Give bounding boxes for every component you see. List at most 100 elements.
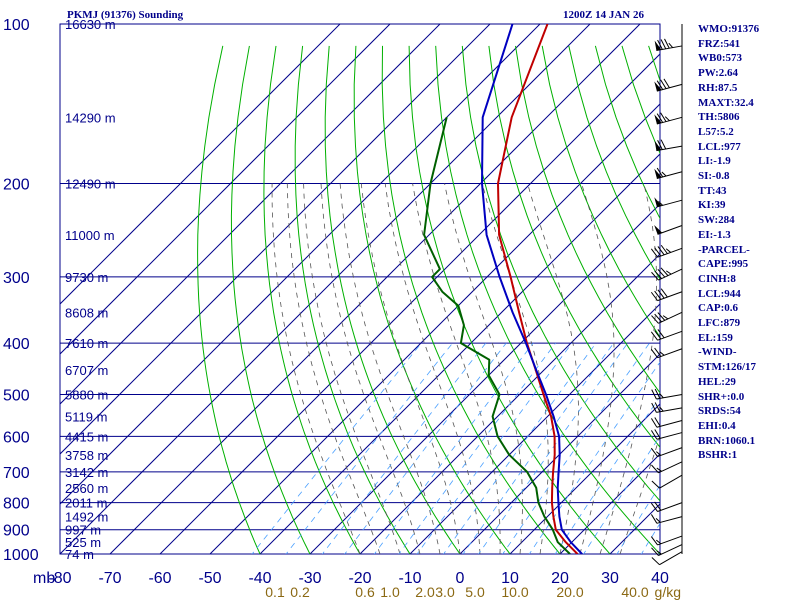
dry-adiabat-line [488,45,660,449]
mixing-ratio-line [583,435,660,554]
wind-barb-staff [656,432,683,440]
isotherm-line [60,24,441,405]
index-item: TH:5806 [698,111,740,124]
index-item: STM:126/17 [698,361,757,374]
wind-barb-staff [656,420,683,428]
wind-barb-pennant [654,197,662,207]
mixing-ratio-line [443,342,597,554]
wind-barb-feather [659,393,664,399]
index-item: BSHR:1 [698,449,738,462]
temperature-tick-label: 10 [501,570,519,587]
height-label: 2560 m [65,481,108,496]
mixing-ratio-label: 5.0 [465,584,485,600]
dry-adiabat-line [435,45,660,554]
temperature-line [497,24,579,554]
isotherm-line [209,103,660,554]
wind-barb-feather [655,518,661,523]
wind-barb-feather [654,501,662,511]
wind-barb-staff [658,268,683,281]
dry-adiabat-line [230,45,311,554]
wind-barb-feather [662,315,669,320]
height-label: 14290 m [65,110,116,125]
index-item: BRN:1060.1 [698,434,756,447]
dry-adiabat-line [541,45,660,338]
wind-barb-feather [650,248,658,258]
height-label: 2011 m [65,496,107,511]
isotherm-line [509,403,660,554]
index-item: CINH:8 [698,272,736,285]
wind-barb-feather [664,116,670,122]
wind-barb-pennant [654,168,662,179]
wind-barb-staff [657,330,683,341]
wind-barb-feather [668,42,674,48]
wind-barb-feather [650,536,658,546]
mixing-ratio-label: 0.6 [355,584,375,600]
index-item: SW:284 [698,214,735,227]
mixing-ratio-label: 10.0 [501,584,528,600]
index-item: TT:43 [698,184,727,197]
wind-barb-feather [657,289,665,299]
index-item: RH:87.5 [698,81,738,94]
height-label: 3142 m [65,465,108,480]
moist-adiabat-line [481,183,549,554]
wind-barb-feather [654,429,661,439]
wind-barb-feather [657,329,665,339]
dry-adiabat-line [324,45,461,554]
moist-adiabat-line [384,183,481,554]
index-item: HEL:29 [698,375,736,388]
mixing-ratio-label: 1.0 [380,584,400,600]
dry-adiabat-line [408,45,611,554]
temperature-tick-label: -50 [198,570,221,587]
temperature-tick-label: 30 [601,570,619,587]
wind-barb-feather [651,315,659,324]
wind-barb-feather [663,78,670,89]
temperature-tick-label: -80 [48,570,71,587]
wind-barb-feather [651,271,659,281]
isotherm-line [109,24,641,554]
sounding-time: 1200Z 14 JAN 26 [563,9,644,21]
height-label: 7610 m [65,336,108,351]
wind-barb-feather [664,38,670,49]
wind-barb-feather [650,514,658,524]
height-label: 6707 m [65,363,108,378]
wind-barb-feather [661,171,667,177]
wind-barb-feather [660,267,669,276]
pressure-tick-label: 900 [3,523,30,540]
wind-barb-staff [657,535,683,546]
wind-barb-feather [654,347,662,357]
wind-barb-feather [657,268,666,278]
wind-barb-feather [654,417,661,427]
wind-barb-feather [650,291,658,301]
height-label: 3758 m [65,448,108,463]
wind-barb-feather [651,389,657,400]
mixing-ratio-line [344,342,507,554]
wind-barb-feather [656,80,664,90]
wind-barb-feather [657,140,663,150]
mixing-ratio-label: 2.0 [415,584,435,600]
index-item: EHI:0.4 [698,419,736,432]
height-label: 997 m [65,523,101,538]
index-item: EL:159 [698,331,733,344]
wind-barb-feather [654,290,662,300]
wind-barb-feather [660,244,668,254]
temperature-tick-label: 40 [651,570,669,587]
wind-barb-pennant [654,114,662,125]
mixing-ratio-label: 20.0 [556,584,583,600]
wind-barb-feather [651,547,659,556]
index-item: -WIND- [698,346,737,359]
wind-barb-staff [657,502,683,513]
isotherm-line [259,153,660,554]
pressure-tick-label: 400 [3,336,30,353]
dry-adiabat-line [381,45,561,554]
mixing-ratio-line [251,342,422,554]
mixing-ratio-line [478,342,629,554]
index-item: LCL:977 [698,140,741,153]
mixing-ratio-line [285,342,453,554]
wind-barb-feather [657,246,665,256]
index-item: EI:-1.3 [698,228,731,241]
wind-barb-staff [656,407,683,413]
pressure-tick-label: 700 [3,465,30,482]
mixing-ratio-label: 3.0 [435,584,455,600]
dry-adiabat-line [461,45,660,502]
